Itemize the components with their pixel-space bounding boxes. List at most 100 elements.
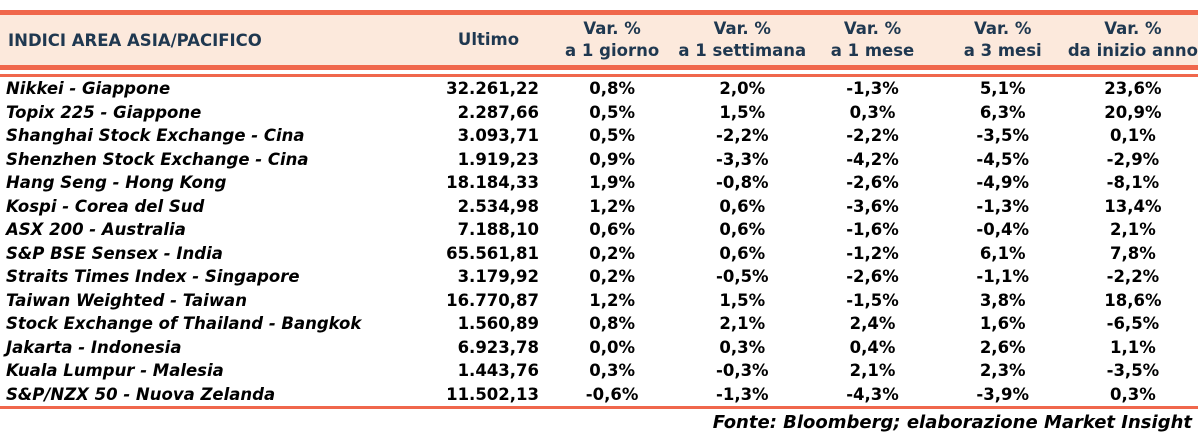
table-row: Jakarta - Indonesia 6.923,78 0,0% 0,3% 0,4% 2… [0,336,1198,360]
var-value: 18,6% [1104,290,1162,310]
var-values: 1,9% -0,8% -2,6% -4,9% -8,1% [547,171,1198,195]
index-name: Topix 225 - Giappone [6,102,202,122]
var-value: 0,8% [589,79,635,98]
column-header-var-4: Var. % a 3 mesi [963,19,1042,60]
var-value: -4,2% [846,149,899,169]
var-value: 20,9% [1104,102,1162,122]
var-value: -0,8% [715,173,769,192]
index-name: ASX 200 - Australia [6,220,186,239]
column-header-var-2: Var. % a 1 settimana [678,19,807,60]
index-last-value: 32.261,22 [446,79,539,98]
var-value: 0,3% [849,102,896,122]
var-value: 1,5% [719,290,766,310]
index-name: Stock Exchange of Thailand - Bangkok [6,314,362,333]
index-name: S&P/NZX 50 - Nuova Zelanda [6,384,276,404]
asia-pacific-indices-table: INDICI AREA ASIA/PACIFICO Ultimo Var. % a… [0,10,1200,446]
table-row: S&P/NZX 50 - Nuova Zelanda 11.502,13 -0,6%… [0,383,1198,407]
table-row: Shenzhen Stock Exchange - Cina 1.919,23 0,… [0,148,1198,172]
index-last-value: 1.919,23 [457,149,539,169]
index-last-value: 3.093,71 [457,126,539,145]
index-name: Taiwan Weighted - Taiwan [6,290,247,310]
var-value: 0,3% [589,361,635,380]
index-last-value: 3.179,92 [457,267,539,286]
index-name: Hang Seng - Hong Kong [6,173,227,192]
var-value: 2,0% [719,79,766,98]
var-value: -4,5% [976,149,1030,169]
index-name: S&P BSE Sensex - India [6,243,223,263]
var-value: 1,2% [589,196,635,216]
var-value: 1,6% [979,314,1026,333]
var-value: -0,3% [715,361,769,380]
var-value: 0,3% [1110,384,1156,404]
index-last-value: 1.443,76 [457,361,539,380]
var-value: -1,2% [846,243,899,263]
var-value: -1,3% [976,196,1030,216]
index-name: Jakarta - Indonesia [6,337,182,357]
var-value: 5,1% [979,79,1026,98]
var-value: -1,5% [846,290,899,310]
var-value: -3,5% [1106,361,1160,380]
var-value: 0,3% [719,337,766,357]
var-value: 0,8% [589,314,635,333]
var-value: 13,4% [1104,196,1162,216]
var-values: 0,2% 0,6% -1,2% 6,1% 7,8% [547,242,1198,266]
var-value: 1,5% [719,102,766,122]
var-value: 2,6% [979,337,1026,357]
var-value: -3,9% [976,384,1030,404]
table-row: Topix 225 - Giappone 2.287,66 0,5% 1,5% 0,3%… [0,101,1198,125]
var-value: 0,4% [849,337,896,357]
var-value: 0,6% [719,196,766,216]
var-value: 0,2% [589,267,635,286]
var-values: 1,2% 1,5% -1,5% 3,8% 18,6% [547,289,1198,313]
header-var-columns: Var. % a 1 giorno Var. % a 1 settimana Var. … [547,18,1198,62]
var-value: 0,5% [589,126,635,145]
var-value: 3,8% [979,290,1026,310]
var-value: -1,6% [846,220,899,239]
index-name: Nikkei - Giappone [6,79,171,98]
var-value: -3,6% [846,196,899,216]
var-values: 0,5% 1,5% 0,3% 6,3% 20,9% [547,101,1198,125]
var-values: -0,6% -1,3% -4,3% -3,9% 0,3% [547,383,1198,407]
var-value: -6,5% [1106,314,1160,333]
index-name: Shanghai Stock Exchange - Cina [6,126,305,145]
var-value: -3,5% [976,126,1030,145]
var-value: 1,1% [1110,337,1156,357]
var-value: 1,9% [589,173,635,192]
var-value: 0,2% [589,243,635,263]
var-values: 0,5% -2,2% -2,2% -3,5% 0,1% [547,124,1198,148]
var-value: -2,6% [846,173,899,192]
table-row: Nikkei - Giappone 32.261,22 0,8% 2,0% -1,3% 5… [0,77,1198,101]
var-values: 0,9% -3,3% -4,2% -4,5% -2,9% [547,148,1198,172]
var-value: 0,5% [589,102,635,122]
top-rule [0,10,1198,15]
var-value: -4,9% [976,173,1030,192]
bottom-rule [0,406,1198,409]
var-value: 1,2% [589,290,635,310]
var-value: 0,0% [589,337,635,357]
table-row: Stock Exchange of Thailand - Bangkok 1.56… [0,312,1198,336]
table-row: S&P BSE Sensex - India 65.561,81 0,2% 0,6% -… [0,242,1198,266]
var-value: -2,2% [846,126,899,145]
column-header-var-5: Var. % da inizio anno [1067,19,1198,60]
index-last-value: 18.184,33 [446,173,539,192]
index-last-value: 11.502,13 [446,384,539,404]
source-note: Fonte: Bloomberg; elaborazione Market In… [712,412,1192,433]
table-row: Shanghai Stock Exchange - Cina 3.093,71 0,… [0,124,1198,148]
table-body: Nikkei - Giappone 32.261,22 0,8% 2,0% -1,3% 5… [0,77,1198,406]
var-value: 2,3% [979,361,1026,380]
var-value: -0,4% [976,220,1030,239]
index-last-value: 7.188,10 [457,220,539,239]
index-last-value: 2.534,98 [457,196,539,216]
var-values: 0,8% 2,1% 2,4% 1,6% -6,5% [547,312,1198,336]
table-row: Kuala Lumpur - Malesia 1.443,76 0,3% -0,3% 2… [0,359,1198,383]
var-value: 0,9% [589,149,635,169]
index-name: Kuala Lumpur - Malesia [6,361,224,380]
table-row: Kospi - Corea del Sud 2.534,98 1,2% 0,6% -3,… [0,195,1198,219]
column-header-var-1: Var. % a 1 giorno [565,19,660,60]
var-value: 2,4% [849,314,896,333]
column-header-ultimo: Ultimo [457,30,520,50]
var-value: -2,2% [715,126,769,145]
var-values: 0,2% -0,5% -2,6% -1,1% -2,2% [547,265,1198,289]
var-value: 2,1% [1110,220,1156,239]
table-row: Straits Times Index - Singapore 3.179,92 0… [0,265,1198,289]
